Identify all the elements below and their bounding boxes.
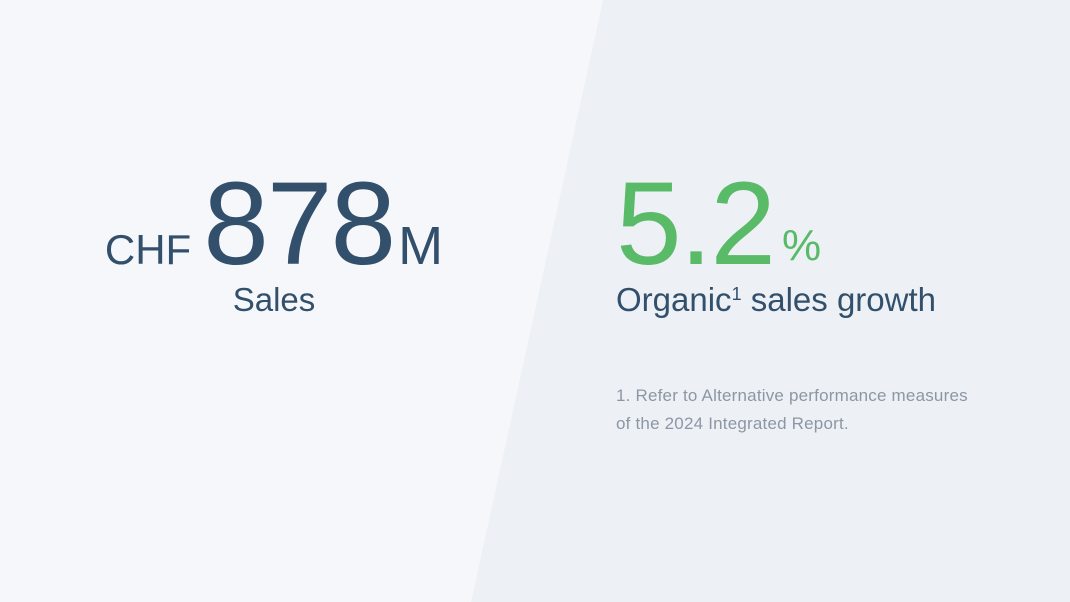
organic-growth-stat-block: 5.2% Organic1 sales growth 1. Refer to A… <box>616 165 1036 438</box>
footnote-line-1: 1. Refer to Alternative performance meas… <box>616 386 968 405</box>
footnote-line-2: of the 2024 Integrated Report. <box>616 414 849 433</box>
growth-label: Organic1 sales growth <box>616 283 1036 316</box>
footnote-reference-marker: 1 <box>731 284 742 304</box>
sales-unit-millions: M <box>398 216 444 276</box>
growth-label-prefix: Organic <box>616 281 732 318</box>
sales-value-row: CHF 878M <box>58 165 490 283</box>
percent-sign: % <box>782 221 822 270</box>
currency-label: CHF <box>104 226 192 273</box>
sales-stat-block: CHF 878M Sales <box>58 165 490 316</box>
sales-amount: 878 <box>203 158 396 290</box>
growth-label-suffix: sales growth <box>741 281 937 318</box>
growth-percentage: 5.2 <box>616 158 776 290</box>
growth-value-row: 5.2% <box>616 165 1036 283</box>
footnote: 1. Refer to Alternative performance meas… <box>616 382 1036 438</box>
sales-label: Sales <box>232 281 316 318</box>
